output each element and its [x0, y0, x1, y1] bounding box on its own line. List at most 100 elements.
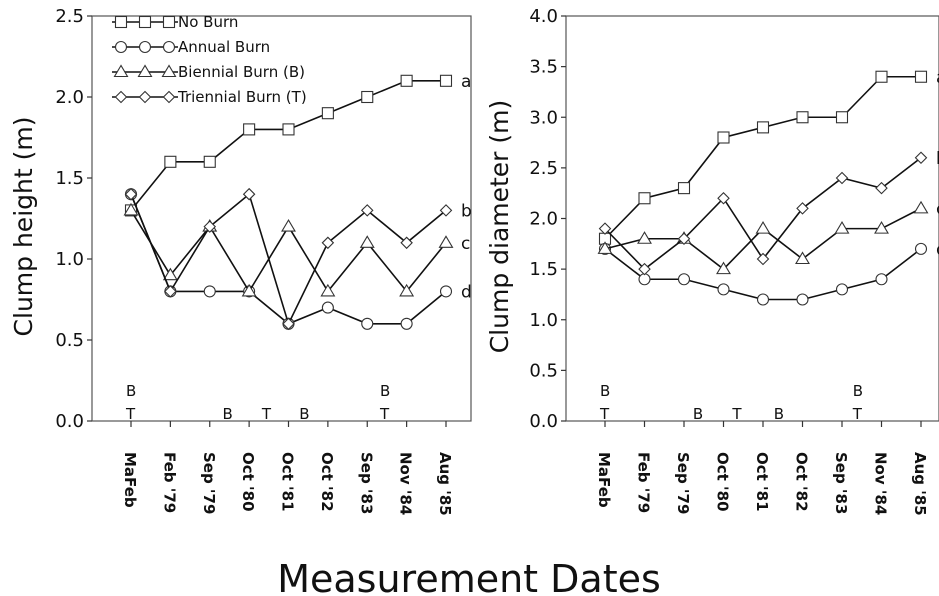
x-tick-label: Nov '84 [397, 452, 415, 515]
data-point-triangle [755, 221, 771, 234]
data-point-triangle [913, 200, 929, 214]
x-tick-label: Aug '85 [436, 452, 454, 516]
burn-event-label: T [125, 405, 136, 423]
chart-panel-1: 0.0 0.5 1.0 1.5 2.0 2.5 MaFeb Feb '79 Sep '79 Oct… [9, 6, 472, 516]
data-point-square [717, 131, 730, 144]
data-point-square [321, 107, 334, 120]
y-tick-label: 0.5 [55, 330, 84, 351]
x-tick-label: Sep '83 [832, 452, 850, 514]
x-tick-label: Sep '83 [357, 452, 375, 514]
y-tick-label: 3.0 [529, 107, 558, 128]
legend-marker-square [114, 15, 128, 29]
legend-label: No Burn [178, 13, 238, 31]
data-point-triangle [438, 235, 454, 248]
burn-event-label: T [852, 405, 863, 423]
data-point-square [203, 155, 216, 168]
legend-marker-circle [138, 40, 152, 54]
x-tick-label: Oct '81 [753, 452, 771, 512]
series-square: a [598, 68, 939, 245]
data-point-triangle [320, 283, 336, 297]
data-point-circle [796, 293, 809, 306]
legend-marker-diamond [114, 90, 128, 104]
legend-item: Annual Burn [112, 38, 270, 56]
x-tick-label: Oct '81 [279, 452, 297, 512]
data-point-circle [400, 317, 413, 330]
data-point-square [638, 192, 651, 205]
data-point-diamond [875, 181, 888, 195]
y-tick-label: 2.5 [55, 6, 84, 27]
data-point-circle [875, 273, 888, 286]
data-point-square [835, 111, 849, 124]
data-point-square [243, 123, 256, 136]
burn-event-label: B [774, 405, 784, 423]
y-tick-label: 0.0 [55, 411, 84, 432]
significance-label: c [461, 234, 470, 254]
data-point-triangle [597, 241, 613, 254]
significance-label: b [461, 201, 472, 221]
y-tick-label: 1.0 [55, 249, 84, 270]
data-point-diamond [835, 171, 849, 185]
burn-event-label: B [600, 382, 610, 400]
x-tick-label: Aug '85 [911, 452, 929, 516]
data-point-triangle [834, 221, 850, 234]
x-tick-label: Sep '79 [674, 452, 692, 514]
data-point-triangle [795, 251, 810, 265]
legend-item: Triennial Burn (T) [112, 88, 307, 106]
burn-event-label: B [126, 382, 136, 400]
data-point-square [677, 182, 691, 195]
significance-label: d [461, 282, 472, 302]
x-tick-label: Oct '82 [318, 452, 336, 512]
series-circle: d [124, 188, 472, 330]
legend-item: No Burn [112, 13, 238, 31]
significance-label: a [461, 72, 471, 92]
legend-label: Triennial Burn (T) [177, 88, 307, 106]
significance-label: d [936, 240, 939, 260]
data-point-diamond [242, 187, 256, 201]
data-point-diamond [598, 222, 612, 235]
data-point-circle [914, 242, 928, 255]
data-point-diamond [677, 232, 691, 246]
series-line [604, 75, 921, 240]
y-tick-label: 2.0 [55, 87, 84, 108]
y-axis-label: Clump height (m) [9, 117, 38, 337]
y-tick-label: 1.0 [529, 310, 558, 331]
y-axis-label: Clump diameter (m) [485, 100, 514, 354]
data-point-diamond [124, 187, 138, 201]
legend-marker-diamond [138, 90, 152, 104]
x-tick-label: Nov '84 [872, 452, 890, 515]
legend-marker-square [138, 15, 152, 29]
data-point-square [875, 70, 888, 83]
y-tick-label: 0.0 [529, 411, 558, 432]
data-point-diamond [717, 191, 730, 205]
series-circle: d [598, 240, 939, 306]
significance-label: c [936, 199, 939, 219]
legend-marker-square [162, 15, 176, 29]
burn-event-label: T [379, 405, 390, 423]
legend-marker-triangle [161, 64, 177, 78]
significance-label: a [936, 68, 939, 88]
data-point-diamond [164, 285, 177, 298]
series-line [130, 192, 447, 326]
series-line [604, 157, 922, 271]
data-point-diamond [638, 262, 651, 276]
y-tick-label: 3.5 [529, 57, 558, 78]
significance-label: b [936, 149, 939, 169]
legend-item: Biennial Burn (B) [112, 63, 305, 81]
data-point-square [756, 121, 770, 134]
data-point-square [361, 90, 374, 104]
data-point-triangle [399, 283, 415, 297]
burn-event-label: B [299, 405, 309, 423]
data-point-square [439, 74, 453, 87]
data-point-square [400, 74, 413, 87]
data-point-triangle [281, 219, 296, 232]
y-tick-label: 2.0 [529, 209, 558, 230]
x-tick-label: Oct '82 [793, 452, 811, 512]
data-point-triangle [716, 261, 731, 275]
series-line [130, 193, 447, 325]
plot-frame [91, 15, 472, 422]
data-point-diamond [439, 204, 453, 217]
data-point-diamond [282, 317, 295, 331]
series-diamond: b [598, 149, 939, 276]
legend-marker-circle [162, 40, 176, 54]
